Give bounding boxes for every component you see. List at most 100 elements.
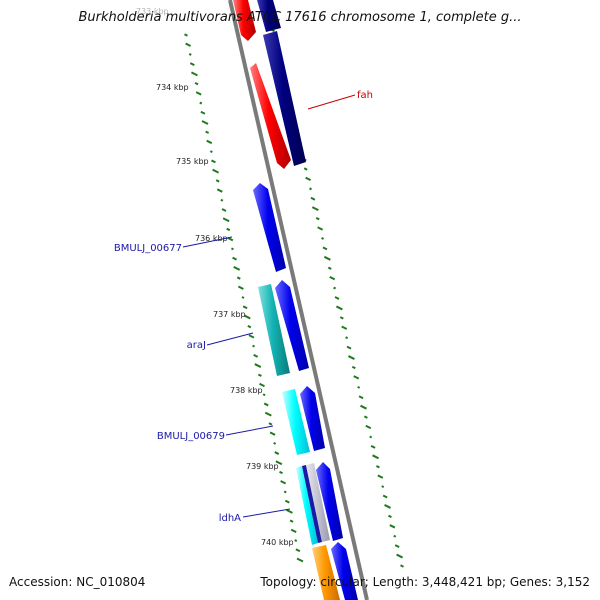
gc-mark-inner <box>295 548 301 553</box>
gc-mark-outer <box>372 454 379 460</box>
gc-mark-inner <box>205 130 210 134</box>
leader-araj <box>206 332 254 346</box>
gc-mark-inner <box>199 101 203 105</box>
gc-mark-inner <box>190 71 198 77</box>
gc-mark-outer <box>305 176 312 182</box>
gene-feature-orange <box>312 545 340 600</box>
tick-738: 738 kbp <box>230 386 263 395</box>
gc-mark-inner <box>184 33 188 37</box>
gc-mark-outer <box>334 296 340 300</box>
gc-mark-inner <box>237 285 244 290</box>
gc-mark-inner <box>210 159 216 164</box>
gc-mark-outer <box>347 355 355 360</box>
position-ticks: 733 kbp 734 kbp 735 kbp 736 kbp 737 kbp … <box>136 7 294 547</box>
gc-mark-inner <box>216 188 223 193</box>
gc-mark-inner <box>284 499 290 504</box>
gc-mark-outer <box>315 216 320 221</box>
gc-mark-outer <box>311 206 319 212</box>
gene-feature-bmulj-00679 <box>282 389 310 455</box>
gc-mark-outer <box>321 237 325 240</box>
gc-mark-inner <box>279 470 283 475</box>
gc-mark-inner <box>220 198 224 202</box>
gene-feature-navy <box>263 31 306 166</box>
gc-mark-outer <box>365 424 372 430</box>
gc-mark-outer <box>335 305 343 311</box>
gc-mark-inner <box>221 208 227 212</box>
gene-feature-navy-top <box>257 0 281 32</box>
gc-mark-inner <box>194 81 199 86</box>
gc-mark-outer <box>329 276 336 281</box>
gene-feature-bmulj-00677 <box>253 183 286 272</box>
gc-mark-outer <box>339 316 344 320</box>
leader-fah <box>307 94 356 110</box>
gc-mark-outer <box>309 187 312 191</box>
gc-mark-inner <box>268 422 273 426</box>
gc-mark-outer <box>317 226 324 231</box>
gc-mark-inner <box>201 120 209 125</box>
gc-mark-inner <box>248 334 255 339</box>
gc-mark-inner <box>247 325 252 329</box>
gc-mark-outer <box>375 465 380 469</box>
gc-mark-inner <box>188 53 192 56</box>
gc-mark-inner <box>296 557 304 563</box>
gc-mark-inner <box>189 62 195 67</box>
gc-mark-outer <box>322 246 328 251</box>
gene-label-bmulj-00679[interactable]: BMULJ_00679 <box>157 431 225 442</box>
gc-mark-inner <box>242 305 248 310</box>
gc-mark-outer <box>381 485 385 488</box>
gc-mark-inner <box>241 296 245 299</box>
gc-mark-outer <box>351 365 356 370</box>
gc-mark-inner <box>283 490 287 494</box>
gc-mark-inner <box>185 42 192 47</box>
gc-mark-inner <box>227 237 234 242</box>
gene-feature-red-fah <box>250 63 291 169</box>
map-title: Burkholderia multivorans ATCC 17616 chro… <box>78 10 522 25</box>
gc-mark-inner <box>274 451 280 455</box>
gc-mark-outer <box>323 255 331 261</box>
gc-mark-inner <box>285 508 293 514</box>
gene-label-fah[interactable]: fah <box>357 90 373 101</box>
tick-737: 737 kbp <box>213 310 246 319</box>
leader-ldha <box>242 508 291 518</box>
gene-label-ldha[interactable]: ldhA <box>219 513 241 524</box>
gc-mark-inner <box>226 227 231 232</box>
gc-mark-inner <box>280 480 287 485</box>
gc-mark-inner <box>222 217 230 223</box>
tick-739: 739 kbp <box>246 462 279 471</box>
gene-labels: fah BMULJ_00677 araJ BMULJ_00679 ldhA <box>114 90 373 524</box>
gc-mark-outer <box>310 196 316 201</box>
gc-mark-inner <box>232 256 238 261</box>
gc-mark-outer <box>389 524 396 529</box>
gc-mark-inner <box>215 179 220 183</box>
gc-mark-outer <box>396 553 404 559</box>
gc-mark-outer <box>327 266 332 270</box>
gc-mark-outer <box>388 514 392 519</box>
gene-label-bmulj-00677[interactable]: BMULJ_00677 <box>114 243 182 254</box>
gc-mark-outer <box>394 544 400 549</box>
gene-features <box>233 0 358 600</box>
gc-mark-outer <box>369 435 373 439</box>
gc-mark-outer <box>377 474 384 479</box>
gc-mark-outer <box>360 404 367 410</box>
gc-mark-outer <box>333 286 337 290</box>
gc-mark-inner <box>206 139 213 145</box>
gc-mark-inner <box>264 411 272 417</box>
gene-label-araj[interactable]: araJ <box>187 340 206 351</box>
leader-bmulj-00679 <box>225 425 274 436</box>
gc-mark-outer <box>357 385 361 389</box>
gene-feature-blue-740 <box>331 542 358 600</box>
gene-feature-araj <box>258 284 290 376</box>
gc-mark-inner <box>209 150 213 154</box>
gc-mark-inner <box>273 441 277 445</box>
gc-mark-outer <box>346 345 352 350</box>
gc-mark-outer <box>393 534 397 538</box>
gc-mark-outer <box>345 336 349 340</box>
gene-feature-gray <box>306 463 330 542</box>
gc-mark-outer <box>400 564 404 568</box>
gc-mark-inner <box>253 353 259 358</box>
gc-mark-outer <box>370 444 376 449</box>
leader-bmulj-00677 <box>182 236 233 248</box>
gc-mark-inner <box>294 539 298 542</box>
gc-mark-inner <box>254 363 262 368</box>
